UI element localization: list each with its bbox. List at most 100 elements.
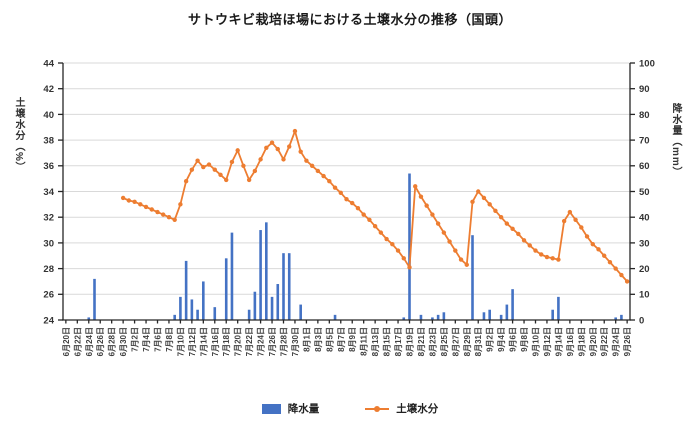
soil-marker xyxy=(550,256,555,261)
soil-marker xyxy=(206,162,212,167)
soil-marker xyxy=(624,279,630,284)
date-tick-label: 6月24日 xyxy=(85,327,94,356)
soil-marker xyxy=(315,168,321,174)
rain-bar xyxy=(93,278,96,320)
soil-marker xyxy=(544,254,550,260)
soil-marker xyxy=(602,253,607,258)
soil-marker xyxy=(613,266,618,271)
legend-item-rain: 降水量 xyxy=(261,401,320,416)
rain-bar xyxy=(482,312,486,320)
soil-marker xyxy=(252,168,258,174)
rain-bar xyxy=(442,312,446,320)
soil-marker xyxy=(275,146,280,152)
soil-marker xyxy=(321,173,326,179)
date-tick-label: 9月20日 xyxy=(589,327,598,356)
soil-marker xyxy=(338,190,343,195)
date-tick-label: 8月3日 xyxy=(314,327,323,352)
soil-marker xyxy=(441,230,447,235)
soil-marker xyxy=(183,179,189,184)
soil-marker xyxy=(413,184,418,189)
soil-marker xyxy=(533,248,538,253)
legend-item-soil: 土壌水分 xyxy=(365,401,438,416)
rain-bar xyxy=(299,304,302,320)
left-axis-tick-label: 44 xyxy=(43,58,54,69)
soil-marker xyxy=(229,159,235,165)
soil-marker xyxy=(596,247,601,252)
left-axis-tick-label: 32 xyxy=(43,213,54,224)
left-axis-tick-label: 30 xyxy=(43,238,54,249)
right-axis-tick-label: 20 xyxy=(639,264,650,275)
right-axis-tick-label: 80 xyxy=(639,110,650,121)
soil-marker xyxy=(350,200,355,206)
rain-bar xyxy=(179,296,182,320)
soil-marker xyxy=(367,217,372,222)
rain-bar xyxy=(253,291,257,320)
soil-marker xyxy=(195,158,200,163)
soil-marker xyxy=(132,199,137,204)
date-tick-label: 7月28日 xyxy=(280,327,289,356)
right-axis-tick-label: 100 xyxy=(639,58,655,69)
rain-bar xyxy=(431,317,434,320)
soil-marker xyxy=(264,145,269,151)
rain-bar xyxy=(402,317,406,320)
soil-marker xyxy=(138,202,143,207)
date-tick-label: 9月12日 xyxy=(543,327,552,356)
soil-marker xyxy=(149,207,154,212)
rain-bar xyxy=(436,314,440,320)
soil-marker xyxy=(246,177,252,183)
soil-marker xyxy=(327,179,332,184)
rain-bar xyxy=(505,304,509,320)
left-axis-tick-label: 36 xyxy=(43,161,54,172)
date-tick-label: 6月20日 xyxy=(62,327,71,356)
soil-marker xyxy=(304,158,309,163)
soil-marker xyxy=(298,149,303,154)
right-axis-tick-label: 70 xyxy=(639,136,650,147)
soil-marker xyxy=(178,202,183,207)
soil-marker xyxy=(464,262,469,267)
soil-marker xyxy=(166,215,172,220)
date-tick-label: 7月6日 xyxy=(154,327,163,352)
right-axis-tick-label: 60 xyxy=(639,161,650,172)
date-tick-label: 7月10日 xyxy=(176,327,185,356)
rain-swatch-icon xyxy=(261,403,281,414)
rain-bar xyxy=(614,317,617,320)
soil-marker xyxy=(120,195,126,201)
date-tick-label: 6月26日 xyxy=(96,327,105,356)
soil-marker xyxy=(567,209,573,215)
date-tick-label: 7月30日 xyxy=(291,327,300,356)
soil-marker xyxy=(527,243,532,248)
soil-marker xyxy=(401,256,406,261)
soil-marker xyxy=(424,203,429,208)
soil-marker xyxy=(516,231,521,237)
soil-marker xyxy=(619,272,624,278)
rain-bar xyxy=(551,309,554,320)
date-tick-label: 7月16日 xyxy=(211,327,220,356)
rain-bars xyxy=(87,173,623,320)
legend-soil-label: 土壌水分 xyxy=(396,403,439,415)
soil-marker xyxy=(556,257,561,262)
soil-marker xyxy=(504,221,510,226)
date-tick-label: 8月19日 xyxy=(406,327,415,356)
soil-marker xyxy=(607,259,613,265)
rain-bar xyxy=(224,258,228,320)
soil-marker xyxy=(224,177,229,183)
soil-marker xyxy=(407,265,412,270)
date-tick-label: 9月22日 xyxy=(600,327,609,356)
rain-bar xyxy=(511,289,514,320)
rain-bar xyxy=(173,314,176,320)
rain-bar xyxy=(488,309,491,320)
soil-marker xyxy=(384,236,389,242)
soil-marker xyxy=(487,202,492,207)
soil-marker xyxy=(143,204,149,210)
legend-rain-label: 降水量 xyxy=(287,403,320,415)
rain-bar xyxy=(265,222,268,320)
soil-marker xyxy=(372,223,378,229)
soil-marker xyxy=(161,212,166,217)
rain-bar xyxy=(471,235,474,320)
date-tick-label: 9月4日 xyxy=(497,327,506,352)
soil-marker xyxy=(258,157,263,162)
soil-marker xyxy=(292,128,298,134)
soil-marker xyxy=(378,230,384,235)
soil-marker xyxy=(521,238,527,243)
date-tick-label: 8月31日 xyxy=(474,327,483,356)
